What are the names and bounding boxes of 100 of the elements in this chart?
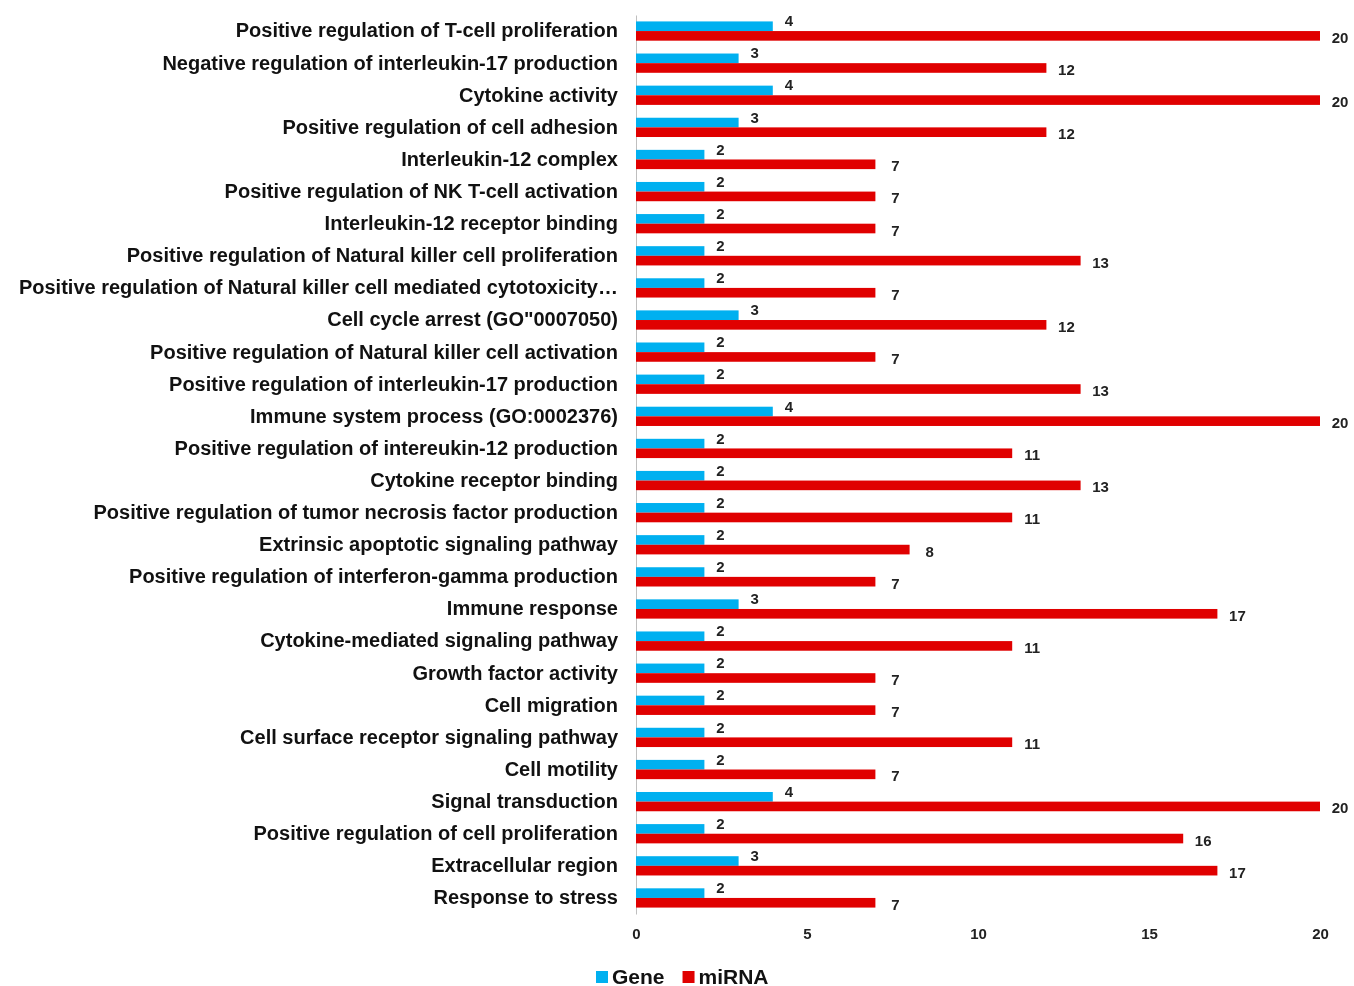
data-label: 2: [716, 236, 725, 254]
bar: [636, 117, 739, 128]
bar: [636, 576, 876, 587]
bar: [636, 149, 705, 160]
data-label: 20: [1331, 799, 1349, 817]
data-label: 7: [891, 671, 900, 689]
data-label: 7: [891, 349, 900, 367]
y-tick-label: Positive regulation of interleukin-17 production: [169, 372, 618, 395]
y-tick-label: Signal transduction: [431, 790, 618, 813]
bar: [636, 631, 705, 642]
data-label: 2: [716, 654, 725, 672]
data-label: 7: [891, 157, 900, 175]
bar: [636, 737, 1013, 748]
bar: [636, 865, 1218, 876]
y-tick-label: Positive regulation of cell proliferation: [253, 822, 618, 845]
bar: [636, 21, 773, 32]
bar: [636, 503, 705, 513]
bar: [636, 673, 876, 683]
y-tick-label: Negative regulation of interleukin-17 production: [162, 51, 618, 74]
bar: [636, 727, 705, 738]
bar: [636, 320, 1047, 330]
bar: [636, 181, 705, 192]
data-label: 3: [750, 44, 759, 62]
data-label: 7: [891, 189, 900, 207]
data-label: 4: [784, 397, 794, 415]
data-label: 20: [1331, 93, 1349, 111]
data-label: 12: [1058, 317, 1075, 335]
bar: [636, 85, 773, 96]
bar: [636, 416, 1320, 426]
y-tick-label: Positive regulation of Natural killer cell activation: [150, 340, 618, 363]
data-label: 20: [1331, 414, 1349, 432]
y-tick-label: Positive regulation of Natural killer cell mediated cytotoxicity…: [18, 276, 618, 299]
data-label: 11: [1024, 510, 1041, 528]
bar: [636, 310, 739, 321]
data-label: 17: [1229, 606, 1246, 624]
y-tick-label: Positive regulation of interferon-gamma production: [129, 565, 618, 588]
bar: [636, 608, 1218, 619]
data-label: 17: [1229, 863, 1246, 881]
bar: [636, 705, 876, 715]
data-label: 20: [1331, 28, 1349, 46]
data-label: 4: [784, 12, 794, 30]
data-label: 11: [1024, 446, 1041, 464]
data-label: 13: [1092, 253, 1109, 271]
data-label: 2: [716, 333, 725, 351]
bar: [636, 856, 739, 866]
y-tick-label: Positive regulation of Natural killer cell proliferation: [126, 244, 618, 267]
bar: [636, 159, 876, 170]
bar: [636, 53, 739, 64]
data-label: 2: [716, 493, 725, 511]
data-label: 7: [891, 285, 900, 303]
bar: [636, 833, 1184, 844]
bar: [636, 278, 705, 288]
bar: [636, 255, 1081, 266]
bar: [636, 127, 1047, 138]
data-label: 13: [1092, 382, 1109, 400]
y-tick-label: Immune response: [446, 597, 618, 620]
data-label: 12: [1058, 125, 1075, 143]
bar: [636, 641, 1013, 651]
y-tick-label: Cell motility: [504, 757, 619, 780]
bar: [636, 512, 1013, 523]
y-tick-label: Response to stress: [433, 886, 618, 909]
data-label: 2: [716, 365, 725, 383]
data-label: 7: [891, 221, 900, 239]
bar: [636, 63, 1047, 73]
bar: [636, 246, 705, 256]
data-label: 3: [750, 108, 759, 126]
data-label: 7: [891, 574, 900, 592]
bar: [636, 567, 705, 577]
bar: [636, 480, 1081, 491]
bar: [636, 342, 705, 353]
legend-label: miRNA: [698, 965, 769, 986]
bar: [636, 448, 1013, 459]
y-tick-label: Extrinsic apoptotic signaling pathway: [259, 533, 619, 556]
data-label: 8: [925, 542, 934, 560]
bar: [636, 31, 1320, 41]
bar: [636, 599, 739, 609]
y-tick-label: Interleukin-12 receptor binding: [324, 212, 618, 235]
data-label: 7: [891, 895, 900, 913]
y-tick-label: Positive regulation of NK T-cell activation: [224, 179, 618, 202]
data-label: 13: [1092, 478, 1109, 496]
data-label: 4: [784, 782, 794, 800]
y-tick-label: Positive regulation of T-cell proliferation: [235, 19, 618, 42]
legend-label: Gene: [612, 965, 665, 986]
data-label: 12: [1058, 60, 1075, 78]
x-tick-label: 10: [970, 924, 987, 942]
y-tick-label: Cytokine receptor binding: [370, 468, 618, 491]
y-tick-label: Cytokine-mediated signaling pathway: [260, 629, 619, 652]
data-label: 2: [716, 204, 725, 222]
x-tick-label: 5: [803, 924, 812, 942]
bar: [636, 374, 705, 385]
bar: [636, 663, 705, 674]
bar: [636, 223, 876, 234]
data-label: 2: [716, 622, 725, 640]
data-label: 4: [784, 76, 794, 94]
y-tick-label: Growth factor activity: [412, 661, 619, 684]
bar: [636, 897, 876, 908]
bar: [636, 352, 876, 362]
x-tick-label: 0: [632, 924, 641, 942]
y-tick-label: Cytokine activity: [459, 83, 619, 106]
data-label: 2: [716, 750, 725, 768]
